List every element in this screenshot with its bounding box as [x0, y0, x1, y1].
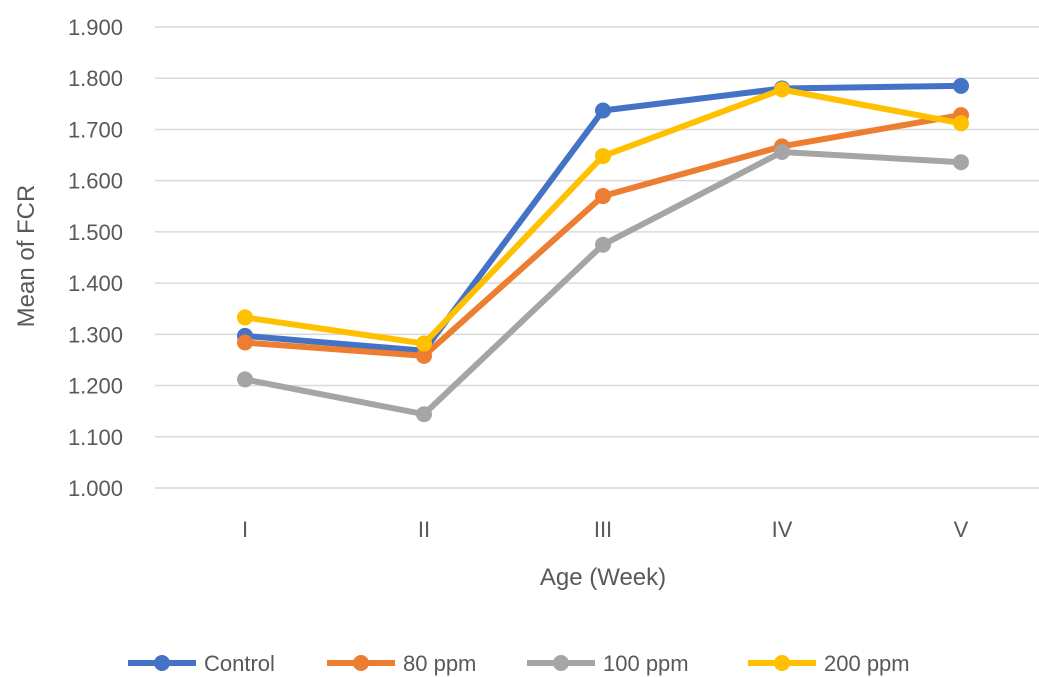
data-point	[416, 406, 432, 423]
y-tick-label: 1.500	[68, 220, 123, 245]
y-tick-label: 1.100	[68, 425, 123, 450]
legend-item: 80 ppm	[327, 651, 476, 676]
data-point	[953, 115, 969, 132]
data-point	[237, 334, 253, 351]
series-lines	[237, 77, 969, 423]
data-point	[774, 143, 790, 160]
legend-item: 200 ppm	[748, 651, 910, 676]
y-tick-label: 1.700	[68, 117, 123, 142]
y-tick-label: 1.600	[68, 169, 123, 194]
legend-swatch-marker	[353, 655, 369, 671]
y-tick-label: 1.000	[68, 476, 123, 501]
legend-label: 80 ppm	[403, 651, 476, 676]
data-point	[237, 309, 253, 326]
data-point	[595, 102, 611, 119]
y-tick-label: 1.200	[68, 374, 123, 399]
legend-label: 200 ppm	[824, 651, 910, 676]
legend: Control 80 ppm 100 ppm 200 ppm	[128, 651, 910, 676]
series	[237, 107, 969, 364]
x-tick-label: V	[954, 517, 969, 542]
series	[237, 143, 969, 423]
series	[237, 81, 969, 352]
data-point	[774, 81, 790, 98]
legend-swatch-marker	[154, 655, 170, 671]
x-tick-label: IV	[772, 517, 793, 542]
x-axis-ticks: I II III IV V	[242, 517, 969, 542]
legend-swatch-marker	[774, 655, 790, 671]
series-line	[242, 82, 964, 354]
series-line	[242, 86, 964, 347]
y-axis-ticks: 1.000 1.100 1.200 1.300 1.400 1.500 1.600 1.700…	[68, 15, 123, 501]
y-axis-title: Mean of FCR	[13, 185, 40, 328]
data-point	[416, 347, 432, 364]
legend-swatch-marker	[553, 655, 569, 671]
data-point	[595, 188, 611, 205]
y-tick-label: 1.300	[68, 322, 123, 347]
y-tick-label: 1.900	[68, 15, 123, 40]
series	[237, 77, 969, 359]
x-tick-label: I	[242, 517, 248, 542]
data-point	[953, 154, 969, 171]
y-tick-label: 1.400	[68, 271, 123, 296]
x-tick-label: III	[594, 517, 612, 542]
x-tick-label: II	[418, 517, 430, 542]
data-point	[595, 236, 611, 253]
legend-label: 100 ppm	[603, 651, 689, 676]
x-axis-title: Age (Week)	[540, 564, 666, 591]
data-point	[953, 77, 969, 94]
legend-label: Control	[204, 651, 275, 676]
data-point	[595, 148, 611, 165]
y-tick-label: 1.800	[68, 66, 123, 91]
gridlines	[155, 26, 1039, 489]
legend-item: 100 ppm	[527, 651, 689, 676]
data-point	[416, 335, 432, 352]
data-point	[237, 371, 253, 388]
legend-item: Control	[128, 651, 275, 676]
